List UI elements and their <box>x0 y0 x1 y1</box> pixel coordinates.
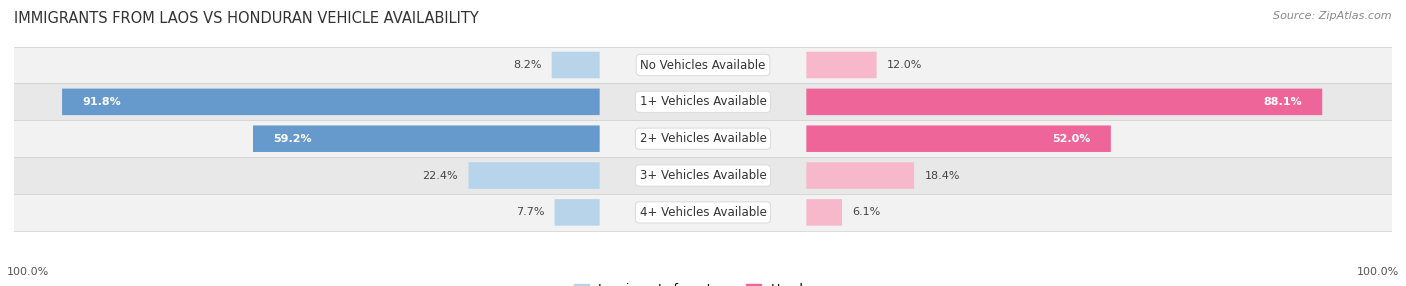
FancyBboxPatch shape <box>807 52 876 78</box>
Text: No Vehicles Available: No Vehicles Available <box>640 59 766 72</box>
Text: 88.1%: 88.1% <box>1263 97 1302 107</box>
Bar <box>14 157 1392 194</box>
Text: 4+ Vehicles Available: 4+ Vehicles Available <box>640 206 766 219</box>
Text: 100.0%: 100.0% <box>7 267 49 277</box>
Text: 52.0%: 52.0% <box>1052 134 1090 144</box>
FancyBboxPatch shape <box>253 126 599 152</box>
Text: 2+ Vehicles Available: 2+ Vehicles Available <box>640 132 766 145</box>
FancyBboxPatch shape <box>468 162 599 189</box>
Text: 6.1%: 6.1% <box>852 207 880 217</box>
FancyBboxPatch shape <box>62 89 599 115</box>
Text: 8.2%: 8.2% <box>513 60 541 70</box>
Text: 7.7%: 7.7% <box>516 207 544 217</box>
Text: 3+ Vehicles Available: 3+ Vehicles Available <box>640 169 766 182</box>
FancyBboxPatch shape <box>807 162 914 189</box>
FancyBboxPatch shape <box>551 52 599 78</box>
Bar <box>14 84 1392 120</box>
FancyBboxPatch shape <box>807 199 842 226</box>
FancyBboxPatch shape <box>807 126 1111 152</box>
FancyBboxPatch shape <box>807 89 1322 115</box>
Text: 22.4%: 22.4% <box>423 170 458 180</box>
Text: 1+ Vehicles Available: 1+ Vehicles Available <box>640 95 766 108</box>
FancyBboxPatch shape <box>554 199 599 226</box>
Text: 59.2%: 59.2% <box>274 134 312 144</box>
Text: 12.0%: 12.0% <box>887 60 922 70</box>
Text: Source: ZipAtlas.com: Source: ZipAtlas.com <box>1274 11 1392 21</box>
Bar <box>14 194 1392 231</box>
Text: 91.8%: 91.8% <box>83 97 121 107</box>
Bar <box>14 120 1392 157</box>
Legend: Immigrants from Laos, Honduran: Immigrants from Laos, Honduran <box>568 278 838 286</box>
Bar <box>14 47 1392 84</box>
Text: 100.0%: 100.0% <box>1357 267 1399 277</box>
Text: IMMIGRANTS FROM LAOS VS HONDURAN VEHICLE AVAILABILITY: IMMIGRANTS FROM LAOS VS HONDURAN VEHICLE… <box>14 11 479 26</box>
Text: 18.4%: 18.4% <box>924 170 960 180</box>
